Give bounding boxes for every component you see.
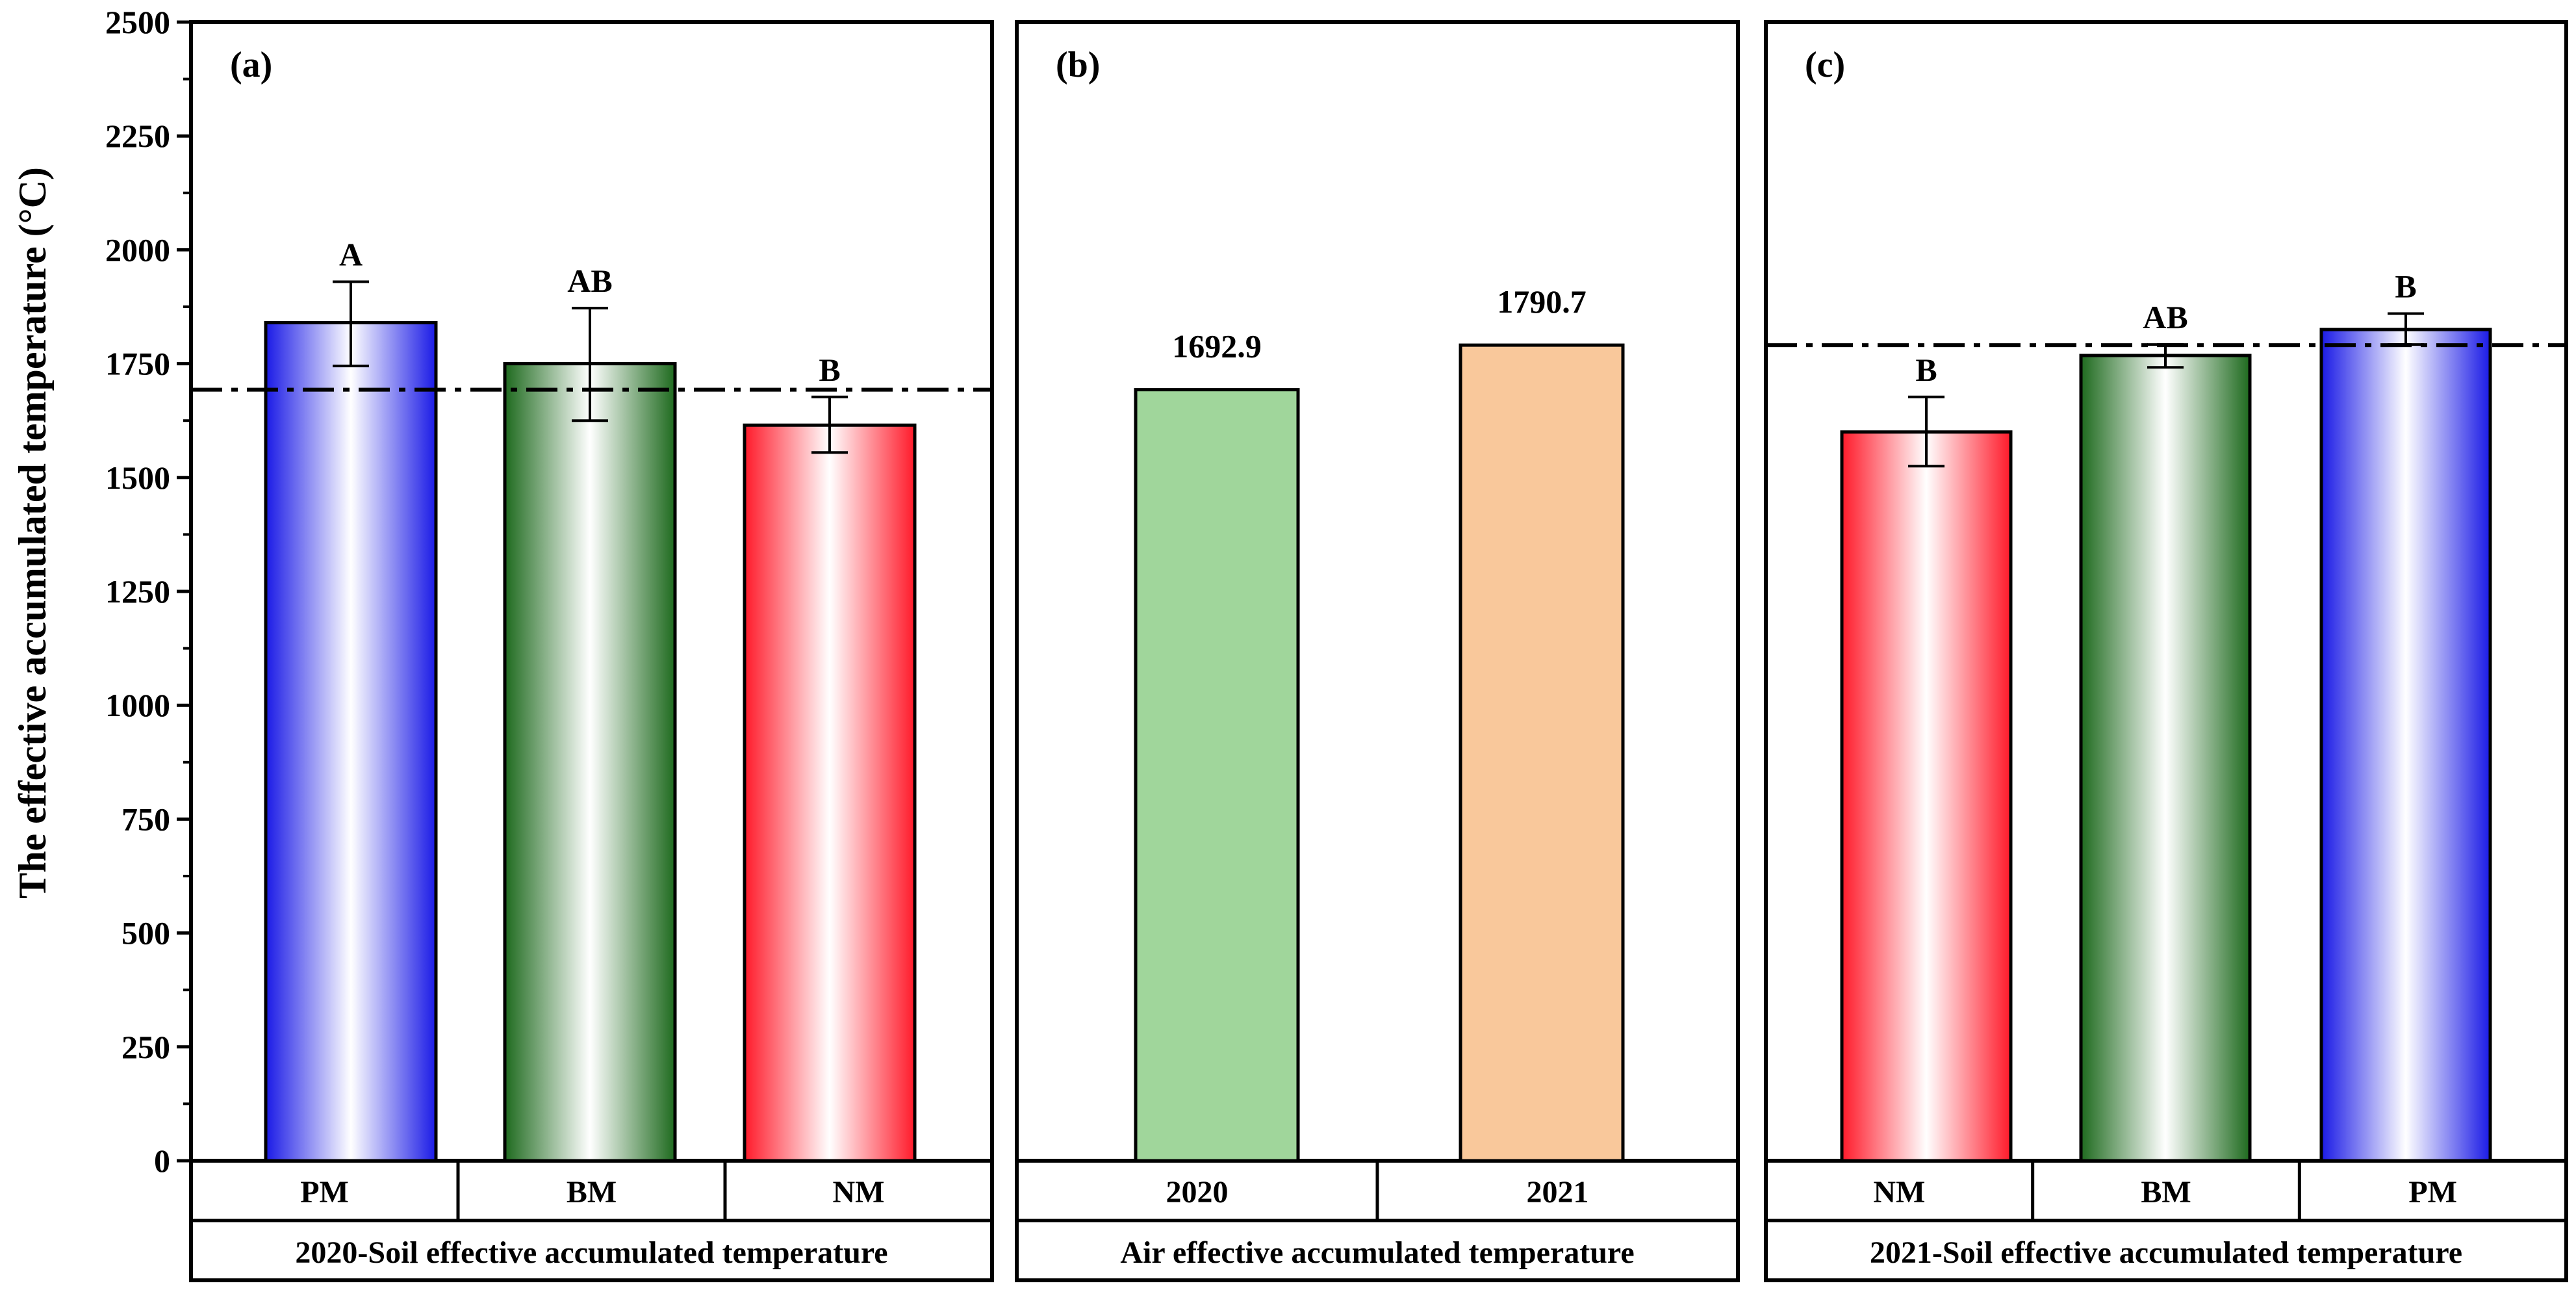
- panel-footer: 2020-Soil effective accumulated temperat…: [295, 1235, 887, 1270]
- panel-footer: Air effective accumulated temperature: [1120, 1235, 1634, 1270]
- category-label: NM: [833, 1175, 885, 1209]
- category-label: NM: [1873, 1175, 1925, 1209]
- y-tick-label: 750: [121, 801, 170, 837]
- significance-letter: B: [819, 352, 840, 388]
- panel-footer: 2021-Soil effective accumulated temperat…: [1870, 1235, 2462, 1270]
- bar-2021: [1459, 343, 1625, 1163]
- y-tick-label: 1500: [105, 459, 170, 496]
- y-tick-label: 1000: [105, 687, 170, 723]
- y-axis: 0 250 500 750 1000 1250 1500 1750 2000 2250 2500: [105, 4, 191, 1179]
- panel-b: (b) 1692.9 2020 1790.7 2021 Air effective acc…: [1015, 20, 1740, 1282]
- y-tick-label: 2250: [105, 118, 170, 154]
- category-label: 2020: [1166, 1175, 1229, 1209]
- bar-nm: [743, 423, 917, 1163]
- y-tick-label: 1250: [105, 573, 170, 610]
- y-tick-label: 500: [121, 915, 170, 951]
- bar-2020: [1134, 388, 1300, 1163]
- y-tick-label: 0: [154, 1143, 170, 1179]
- bar-pm: [2319, 328, 2492, 1163]
- panel-frame: [1764, 20, 2568, 1282]
- significance-letter: A: [339, 236, 363, 272]
- category-label: BM: [2141, 1175, 2191, 1209]
- y-tick-label: 250: [121, 1029, 170, 1065]
- panel-letter: (a): [230, 45, 272, 85]
- category-label: PM: [300, 1175, 349, 1209]
- panel-a: (a) A PM AB BM B NM 2020-Soil effective accumul…: [189, 20, 994, 1282]
- significance-letter: B: [1915, 352, 1937, 388]
- bar-bm: [2079, 354, 2252, 1163]
- panel-frame: [189, 20, 994, 1282]
- significance-letter: B: [2395, 268, 2416, 305]
- category-label: 2021: [1527, 1175, 1589, 1209]
- panels: (a) A PM AB BM B NM 2020-Soil effective accumul…: [189, 20, 2568, 1282]
- significance-letter: AB: [567, 263, 612, 299]
- y-tick-label: 1750: [105, 346, 170, 382]
- bar-bm: [503, 362, 677, 1163]
- panel-letter: (b): [1056, 45, 1100, 85]
- category-label: PM: [2408, 1175, 2457, 1209]
- panel-frame: [1015, 20, 1740, 1282]
- panel-c: (c) B NM AB BM B PM 2021-Soil effective accumul…: [1764, 20, 2568, 1282]
- value-label: 1692.9: [1172, 328, 1262, 365]
- significance-letter: AB: [2143, 299, 2187, 335]
- y-tick-label: 2500: [105, 4, 170, 40]
- panel-letter: (c): [1805, 45, 1845, 85]
- bar-nm: [1840, 430, 2013, 1163]
- value-label: 1790.7: [1497, 283, 1587, 320]
- category-label: BM: [567, 1175, 617, 1209]
- bar-pm: [264, 321, 438, 1163]
- y-tick-label: 2000: [105, 231, 170, 268]
- y-axis-label: The effective accumulated temperature (°…: [11, 167, 54, 899]
